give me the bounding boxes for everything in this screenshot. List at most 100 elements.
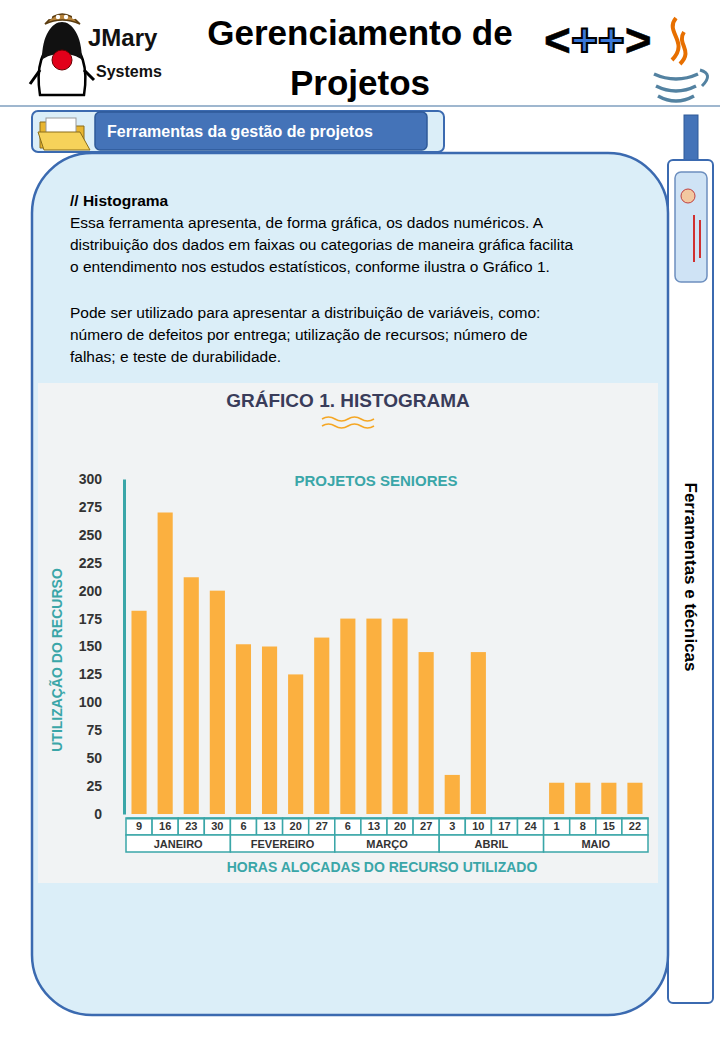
java-cup <box>654 74 698 79</box>
x-cell <box>596 818 622 835</box>
x-cell <box>570 818 596 835</box>
section-tab: Ferramentas da gestão de projetos <box>107 123 373 140</box>
x-tick: 6 <box>345 820 351 832</box>
x-axis-title: HORAS ALOCADAS DO RECURSO UTILIZADO <box>227 859 538 875</box>
x-cell <box>204 818 230 835</box>
x-tick: 16 <box>159 820 171 832</box>
mascot-hat-dot <box>56 15 60 19</box>
mascot-hat-dot <box>64 15 68 19</box>
x-cell <box>309 818 335 835</box>
page-title: Gerenciamento de <box>207 13 512 52</box>
x-tick-label: 27 <box>420 820 432 832</box>
bar <box>523 814 538 815</box>
bar <box>419 652 434 814</box>
y-tick: 0 <box>94 806 124 822</box>
side-icon <box>675 172 707 282</box>
y-axis: 0255075100125150175200225250275300 <box>79 471 125 822</box>
y-tick-label: 300 <box>79 471 103 487</box>
x-cell <box>152 818 178 835</box>
x-axis-line <box>127 818 649 820</box>
y-tick: 75 <box>86 722 124 738</box>
x-tick: 24 <box>524 820 537 832</box>
x-cell <box>178 818 204 835</box>
x-tick: 17 <box>498 820 510 832</box>
section-heading: // Histograma <box>70 192 169 209</box>
title-wave <box>322 417 374 421</box>
tab-label-box <box>95 112 427 150</box>
x-cell <box>335 818 361 835</box>
x-cell <box>283 818 309 835</box>
x-tick: 22 <box>629 820 641 832</box>
page-canvas: JMarySystemsGerenciamento deProjetos<++>… <box>0 0 720 1040</box>
bar <box>366 619 381 814</box>
mascot-hat-dot <box>72 15 76 19</box>
x-group-label: JANEIRO <box>154 838 203 850</box>
bar <box>497 814 512 815</box>
side-icon-line <box>694 215 700 262</box>
x-cell <box>257 818 283 835</box>
x-tick-label: 23 <box>185 820 197 832</box>
x-tick-label: 27 <box>316 820 328 832</box>
x-tick: 27 <box>420 820 432 832</box>
x-tick-label: 16 <box>159 820 171 832</box>
tab-frame <box>32 111 444 152</box>
paragraph-line: o entendimento nos estudos estatísticos,… <box>70 258 550 275</box>
y-tick: 300 <box>79 471 124 487</box>
y-tick: 250 <box>79 527 124 543</box>
x-cell <box>230 818 256 835</box>
x-tick: 15 <box>603 820 615 832</box>
logo-name: JMary <box>88 24 158 51</box>
x-tick-label: 6 <box>345 820 351 832</box>
x-cell <box>126 818 152 835</box>
bar <box>471 652 486 814</box>
paragraph-line: número de defeitos por entrega; utilizaç… <box>70 326 528 343</box>
bar <box>262 647 277 815</box>
logo-sub: Systems <box>96 63 162 80</box>
x-cell <box>544 818 570 835</box>
x-tick-label: 17 <box>498 820 510 832</box>
bar <box>445 775 460 814</box>
bar <box>549 783 564 814</box>
y-tick: 100 <box>79 694 124 710</box>
mascot-nose <box>52 50 72 70</box>
side-icon-scroll <box>675 172 707 282</box>
x-tick: 13 <box>263 820 275 832</box>
java-steam <box>672 18 686 64</box>
x-tick-label: 6 <box>240 820 246 832</box>
x-tick-label: 13 <box>368 820 380 832</box>
y-tick-label: 200 <box>79 583 103 599</box>
y-tick-label: 50 <box>86 750 102 766</box>
x-tick: 30 <box>211 820 223 832</box>
x-tick: 27 <box>316 820 328 832</box>
bar <box>158 513 173 815</box>
y-tick-label: 25 <box>86 778 102 794</box>
x-tick-label: 9 <box>136 820 142 832</box>
x-tick-label: 24 <box>524 820 537 832</box>
header: JMarySystemsGerenciamento deProjetos<++> <box>30 13 708 102</box>
bar <box>627 783 642 814</box>
side-label: Ferramentas e técnicas <box>681 483 700 672</box>
folder-front <box>38 132 90 150</box>
y-tick: 200 <box>79 583 124 599</box>
java-cup <box>658 96 694 101</box>
x-tick-label: 13 <box>263 820 275 832</box>
x-tick: 13 <box>368 820 380 832</box>
y-tick: 225 <box>79 555 124 571</box>
x-group-cell <box>126 835 230 852</box>
y-tick-label: 75 <box>86 722 102 738</box>
x-tick-label: 3 <box>449 820 455 832</box>
page: JMarySystemsGerenciamento deProjetos<++>… <box>0 0 720 1040</box>
y-tick: 50 <box>86 750 124 766</box>
page-title: Projetos <box>290 63 430 102</box>
x-tick-label: 30 <box>211 820 223 832</box>
x-tick: 20 <box>394 820 406 832</box>
bar <box>184 577 199 814</box>
bar <box>288 674 303 814</box>
code-symbol-char: + <box>571 14 598 66</box>
java-cup <box>656 86 696 91</box>
java-handle <box>700 70 708 86</box>
bar <box>340 619 355 814</box>
x-axis: 9162330613202761320273101724181522 <box>127 819 649 832</box>
chart-subtitle: PROJETOS SENIORES <box>294 472 457 489</box>
y-tick-label: 225 <box>79 555 103 571</box>
